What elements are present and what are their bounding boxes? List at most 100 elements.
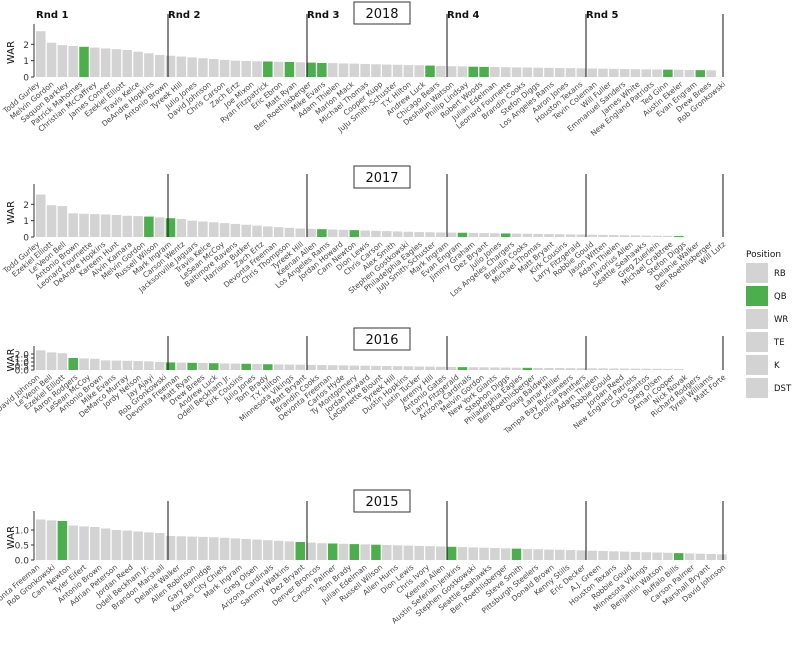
- bar: [241, 60, 251, 77]
- bar: [555, 368, 565, 370]
- bar: [468, 547, 479, 560]
- bar: [349, 63, 360, 77]
- bar: [619, 68, 630, 77]
- bar: [446, 66, 457, 77]
- bar: [165, 218, 176, 237]
- legend-swatch-dst: [746, 378, 768, 398]
- bar: [349, 230, 360, 237]
- bar: [500, 67, 511, 77]
- bar: [500, 548, 511, 560]
- bar: [436, 65, 446, 77]
- bar: [565, 368, 576, 370]
- bar: [317, 62, 327, 77]
- panel-title: 2016: [365, 333, 398, 348]
- bar: [371, 544, 381, 560]
- legend-label: DST: [774, 384, 792, 394]
- bar: [111, 214, 122, 237]
- bar: [176, 56, 187, 77]
- legend: Position RB QB WR TE K DST: [746, 250, 792, 398]
- bar: [209, 222, 219, 237]
- bar: [565, 68, 576, 77]
- bar: [609, 235, 619, 237]
- bar: [468, 367, 479, 370]
- bar: [36, 350, 46, 370]
- bar: [122, 360, 133, 370]
- bar: [565, 234, 576, 237]
- bar: [187, 220, 197, 237]
- bar: [219, 363, 230, 370]
- bar: [360, 544, 370, 560]
- bar: [133, 361, 143, 370]
- bar: [57, 353, 68, 370]
- bar: [360, 230, 370, 237]
- bar: [230, 538, 241, 560]
- round-label: Rnd 4: [447, 10, 479, 21]
- bar: [576, 550, 587, 560]
- y-tick-label: 2.0: [15, 351, 30, 361]
- bar: [544, 67, 554, 77]
- bar: [576, 68, 587, 77]
- legend-title: Position: [746, 250, 781, 260]
- bar: [154, 362, 165, 370]
- y-axis-label: WAR: [6, 526, 17, 549]
- bar: [46, 42, 57, 77]
- bar: [706, 554, 716, 560]
- bar: [338, 365, 349, 370]
- bar: [79, 526, 89, 560]
- bar: [598, 368, 608, 370]
- bar: [144, 532, 154, 560]
- bar: [382, 231, 392, 237]
- bar: [187, 362, 197, 370]
- bar: [100, 360, 111, 370]
- bar: [273, 227, 284, 237]
- bar: [46, 520, 57, 560]
- bar: [490, 233, 500, 237]
- bar: [306, 228, 316, 237]
- bar: [57, 205, 68, 237]
- y-tick-label: 0.0: [15, 367, 30, 377]
- bar: [338, 543, 349, 560]
- bar: [46, 352, 57, 370]
- bar: [360, 365, 370, 370]
- bar: [241, 224, 251, 237]
- bar: [57, 521, 68, 560]
- bar: [176, 362, 187, 370]
- bar: [544, 549, 554, 560]
- bar: [100, 214, 111, 237]
- bar: [241, 539, 251, 560]
- bar: [90, 214, 100, 237]
- legend-label: K: [774, 361, 780, 371]
- bar: [392, 231, 403, 237]
- bar: [717, 554, 727, 560]
- bar: [652, 235, 662, 237]
- bar: [263, 61, 273, 77]
- bar: [641, 235, 652, 237]
- bar: [392, 366, 403, 370]
- bar: [457, 66, 468, 77]
- bar: [663, 235, 673, 237]
- bar: [414, 366, 424, 370]
- panel-title: 2018: [365, 7, 398, 22]
- bar: [295, 228, 306, 237]
- y-tick-label: 0.0: [15, 557, 30, 567]
- panel-title: 2017: [365, 171, 398, 186]
- bar: [68, 358, 78, 370]
- y-tick-label: 1: [23, 217, 29, 227]
- bar: [479, 547, 489, 560]
- bar: [706, 70, 716, 77]
- bar: [414, 65, 424, 77]
- bar: [436, 546, 446, 560]
- bar: [252, 225, 262, 237]
- bar: [652, 552, 662, 560]
- y-axis-label: WAR: [6, 348, 17, 371]
- bar: [673, 553, 684, 560]
- bar: [284, 227, 295, 237]
- bar: [154, 54, 165, 77]
- bar: [500, 367, 511, 370]
- bar: [673, 69, 684, 77]
- y-tick-label: 0.5: [15, 542, 29, 552]
- bar: [165, 536, 176, 560]
